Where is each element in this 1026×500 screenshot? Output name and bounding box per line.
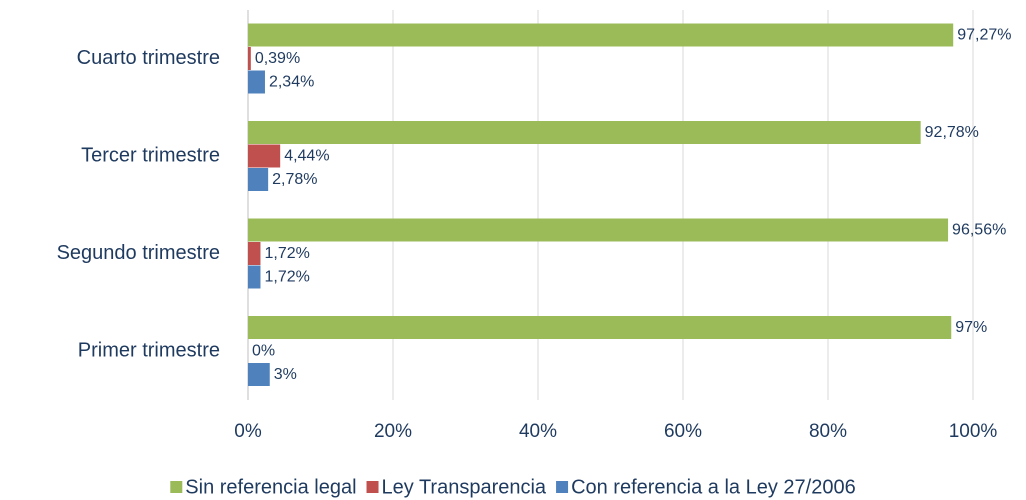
x-tick-label: 0% (234, 421, 262, 442)
bar (248, 168, 269, 191)
bar (248, 242, 261, 265)
value-label: 97% (955, 319, 987, 336)
value-label: 96,56% (952, 221, 1006, 238)
value-label: 2,34% (269, 73, 314, 90)
value-label: 92,78% (925, 124, 979, 141)
legend-label: Con referencia a la Ley 27/2006 (571, 476, 856, 498)
bar (248, 144, 281, 168)
value-label: 3% (274, 366, 297, 383)
x-tick-label: 100% (949, 421, 998, 442)
legend-swatch (556, 481, 569, 493)
bar (248, 47, 251, 70)
bar (248, 265, 261, 289)
value-label: 4,44% (284, 147, 329, 164)
y-tick-label: Cuarto trimestre (77, 47, 220, 69)
value-label: 1,72% (264, 245, 309, 262)
legend-swatch (366, 481, 379, 493)
x-tick-label: 60% (664, 421, 702, 442)
x-tick-label: 80% (809, 421, 847, 442)
x-tick-label: 40% (519, 421, 557, 442)
y-tick-label: Tercer trimestre (81, 145, 220, 167)
bar (248, 316, 952, 339)
bar (248, 70, 265, 94)
legend-swatch (170, 481, 183, 493)
legend-label: Ley Transparencia (382, 476, 547, 498)
bar (248, 23, 954, 47)
value-label: 0,39% (255, 50, 300, 67)
bar (248, 121, 921, 144)
value-label: 97,27% (957, 26, 1011, 43)
value-label: 1,72% (264, 268, 309, 285)
x-tick-label: 20% (374, 421, 412, 442)
y-tick-label: Segundo trimestre (57, 242, 220, 264)
value-label: 2,78% (272, 171, 317, 188)
value-label: 0% (252, 342, 275, 359)
y-tick-label: Primer trimestre (78, 340, 220, 362)
bar (248, 218, 949, 242)
bar (248, 363, 270, 386)
legend-label: Sin referencia legal (185, 476, 356, 498)
